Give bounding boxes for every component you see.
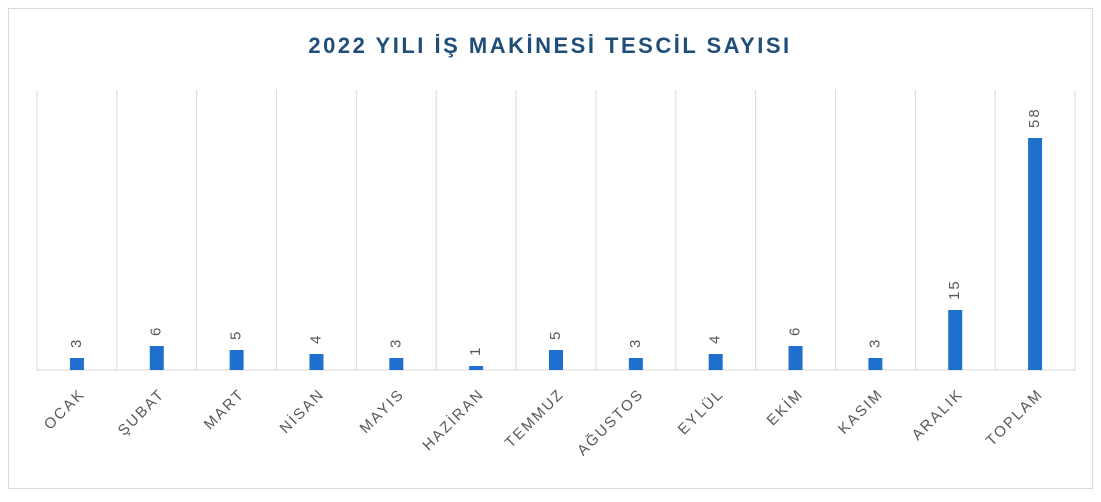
bar	[1028, 138, 1043, 370]
data-label: 3	[627, 338, 644, 348]
bar	[389, 358, 404, 370]
bar	[149, 346, 164, 370]
data-label: 3	[68, 338, 85, 348]
bar	[868, 358, 883, 370]
data-label: 1	[467, 346, 484, 356]
data-label: 58	[1026, 107, 1043, 128]
data-label: 6	[787, 326, 804, 336]
bar	[549, 350, 563, 370]
data-label: 6	[148, 326, 165, 336]
data-label: 5	[228, 330, 245, 340]
bar	[708, 354, 723, 370]
bar	[788, 346, 803, 370]
data-label: 5	[547, 330, 564, 340]
chart-title: 2022 YILI İŞ MAKİNESİ TESCİL SAYISI	[308, 33, 791, 58]
bar	[309, 354, 324, 370]
chart-border	[8, 8, 1093, 489]
bar	[948, 310, 963, 370]
data-label: 3	[866, 338, 883, 348]
data-label: 4	[307, 334, 324, 344]
data-label: 15	[946, 279, 963, 300]
bar	[229, 350, 244, 370]
bar	[469, 366, 484, 370]
data-label: 4	[707, 334, 724, 344]
bar	[69, 358, 84, 370]
bar	[628, 358, 643, 370]
data-label: 3	[387, 338, 404, 348]
